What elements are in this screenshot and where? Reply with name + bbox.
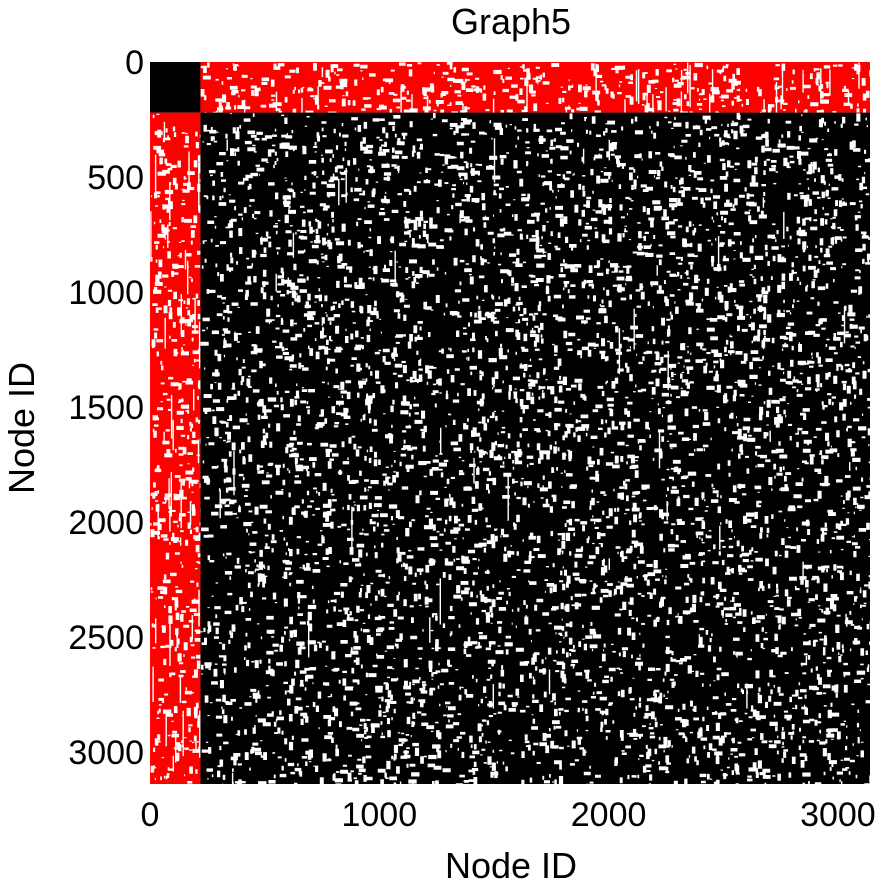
x-axis-label: Node ID	[445, 845, 577, 886]
plot-area	[150, 62, 877, 790]
y-tick-label: 2000	[68, 504, 144, 542]
x-tick-label: 3000	[800, 796, 876, 834]
block-core-periphery	[200, 62, 873, 120]
x-axis: 0 1000 2000 3000	[141, 796, 876, 834]
x-tick-label: 1000	[341, 796, 417, 834]
y-tick-label: 1500	[68, 389, 144, 427]
y-axis: 0 500 1000 1500 2000 2500 3000	[68, 44, 144, 772]
y-tick-label: 2500	[68, 619, 144, 657]
empty-entries	[150, 113, 208, 784]
x-tick-label: 2000	[571, 796, 647, 834]
block-periphery-core	[150, 112, 208, 784]
y-axis-label: Node ID	[1, 362, 42, 494]
empty-entries	[200, 112, 877, 790]
y-tick-label: 500	[87, 159, 144, 197]
y-tick-label: 3000	[68, 734, 144, 772]
y-tick-label: 1000	[68, 274, 144, 312]
empty-entries	[200, 62, 873, 120]
block-fill	[150, 112, 201, 784]
y-tick-label: 0	[125, 44, 144, 82]
block-periphery	[200, 112, 877, 790]
block-core	[150, 62, 201, 113]
x-tick-label: 0	[141, 796, 160, 834]
chart-title: Graph5	[451, 1, 571, 42]
block-fill	[150, 62, 201, 113]
